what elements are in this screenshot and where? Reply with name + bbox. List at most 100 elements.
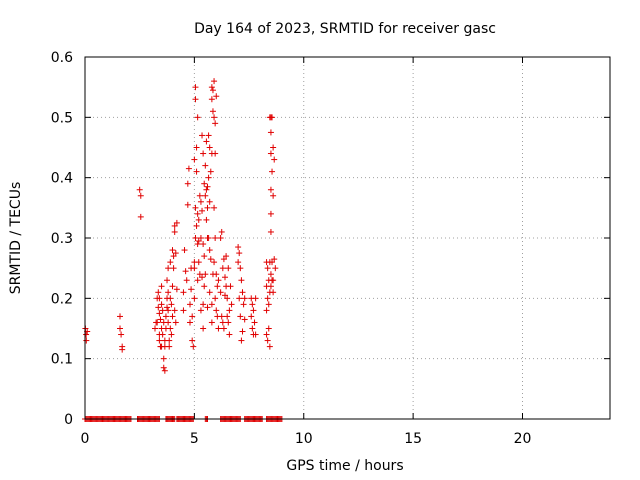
data-point [173,219,180,226]
data-point [169,313,176,320]
data-point [170,265,177,272]
data-point [167,259,174,266]
data-point [241,316,248,323]
data-point [225,265,232,272]
y-tick-label: 0 [64,412,73,428]
data-point [200,325,207,332]
data-point [264,265,271,272]
data-point [199,207,206,214]
data-point [196,271,203,278]
data-point [267,186,274,193]
data-point [207,168,214,175]
data-point [197,198,204,205]
data-point [192,84,199,91]
data-point [241,295,248,302]
data-point [267,271,274,278]
data-point [201,180,208,187]
data-point [165,265,172,272]
data-point [204,304,211,311]
data-point [192,96,199,103]
data-point [220,325,227,332]
data-point [160,355,167,362]
data-point [236,250,243,257]
grid-lines [85,57,610,419]
data-point [228,301,235,308]
data-point [191,156,198,163]
data-point [187,301,193,308]
data-point [218,228,225,235]
data-point [180,307,187,314]
data-point [200,241,207,248]
data-point [204,183,211,190]
x-tick-label: 20 [514,431,532,447]
data-point [267,283,274,290]
data-point [168,331,175,338]
data-point [192,235,199,241]
x-tick-label: 10 [295,431,313,447]
x-axis-label: GPS time / hours [286,458,403,474]
data-point [182,268,189,275]
data-point [272,265,279,272]
data-point [165,319,172,326]
data-point [202,192,209,199]
data-point [172,319,179,326]
data-point [200,150,207,157]
data-point [189,313,196,320]
data-point [168,301,175,308]
data-point [172,250,179,257]
data-point [251,319,258,326]
data-point [171,307,178,314]
data-point [224,313,231,320]
data-point [269,114,276,121]
data-point [185,165,192,172]
data-point [226,331,233,338]
data-point [238,277,245,284]
data-point [201,253,208,260]
data-point [209,87,216,94]
data-point [195,238,202,245]
data-point [220,256,227,263]
data-point [152,325,158,332]
data-point [184,180,191,187]
data-point [157,316,164,323]
data-point [212,235,219,241]
data-point [181,247,188,254]
data-point [197,235,204,241]
data-point [196,192,203,199]
data-point [167,295,174,302]
data-point [166,343,173,350]
data-point [211,259,218,266]
data-point [214,283,221,290]
data-point [164,277,171,284]
data-point [202,271,209,278]
data-point [158,301,165,308]
data-point [194,210,201,217]
data-point [194,241,201,248]
data-point [194,277,201,284]
data-point [117,325,123,332]
data-point [189,337,196,344]
x-tick-label: 0 [81,431,90,447]
data-point [266,343,273,350]
data-point [118,331,125,338]
data-point [165,289,172,296]
data-point [209,108,216,115]
data-point [215,325,222,332]
data-point [211,114,218,121]
data-point [159,331,166,338]
y-tick-label: 0.5 [51,110,73,126]
data-point [203,216,210,223]
data-point [155,304,162,311]
data-point [208,301,215,308]
data-point [171,228,178,235]
data-point [191,265,198,272]
data-point [206,198,213,205]
data-point [184,201,191,208]
data-point [162,313,169,320]
data-point [222,292,228,299]
data-point [252,331,259,338]
axis-ticks [84,56,610,420]
data-point [155,289,162,296]
data-point [193,222,200,229]
